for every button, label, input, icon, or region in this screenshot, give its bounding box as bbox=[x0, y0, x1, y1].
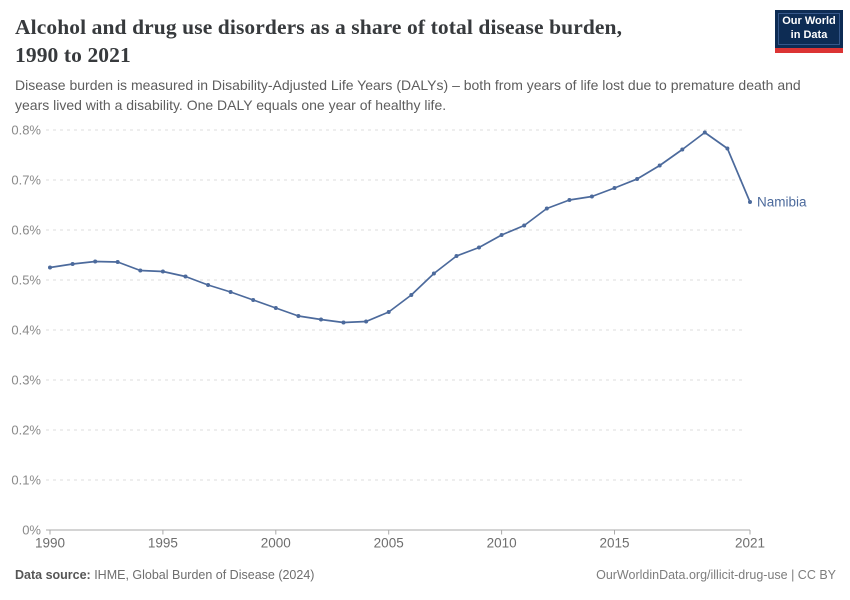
y-axis-tick-label: 0.1% bbox=[11, 473, 41, 488]
data-point[interactable] bbox=[48, 265, 52, 270]
data-source-value: IHME, Global Burden of Disease (2024) bbox=[90, 568, 315, 582]
data-point[interactable] bbox=[115, 260, 120, 264]
x-axis-tick-label: 2005 bbox=[374, 536, 404, 551]
owid-logo-line2: in Data bbox=[790, 29, 828, 41]
data-point[interactable] bbox=[522, 223, 527, 228]
data-point[interactable] bbox=[477, 245, 481, 250]
namibia-line-series[interactable] bbox=[49, 131, 751, 324]
data-point[interactable] bbox=[499, 233, 504, 237]
y-axis-tick-label: 0.5% bbox=[11, 273, 41, 288]
data-point[interactable] bbox=[612, 186, 617, 190]
title-line-2: 1990 to 2021 bbox=[15, 43, 131, 68]
owid-logo: Our World in Data bbox=[775, 10, 843, 53]
data-point[interactable] bbox=[725, 146, 730, 151]
data-point[interactable] bbox=[454, 254, 459, 258]
data-point[interactable] bbox=[702, 130, 707, 135]
owid-logo-line1: Our World bbox=[782, 15, 836, 28]
data-point[interactable] bbox=[138, 268, 143, 273]
data-point[interactable] bbox=[319, 317, 323, 322]
data-point[interactable] bbox=[680, 147, 685, 152]
data-point[interactable] bbox=[567, 198, 572, 202]
data-point[interactable] bbox=[364, 319, 369, 324]
data-point[interactable] bbox=[228, 290, 233, 294]
data-point[interactable] bbox=[635, 177, 640, 181]
data-point[interactable] bbox=[544, 206, 549, 211]
data-point[interactable] bbox=[386, 310, 391, 314]
data-point[interactable] bbox=[206, 283, 211, 287]
data-point[interactable] bbox=[296, 314, 301, 318]
data-point[interactable] bbox=[341, 320, 346, 325]
y-axis-tick-label: 0.6% bbox=[11, 223, 41, 238]
data-point[interactable] bbox=[431, 271, 436, 276]
x-axis-tick-label: 2021 bbox=[735, 536, 765, 551]
y-axis-tick-label: 0.8% bbox=[11, 123, 41, 138]
x-axis-tick-label: 1990 bbox=[35, 536, 65, 551]
series-label-namibia: Namibia bbox=[757, 195, 807, 210]
page-title: Alcohol and drug use disorders as a shar… bbox=[15, 13, 763, 70]
y-axis-tick-label: 0.7% bbox=[11, 173, 41, 188]
data-point[interactable] bbox=[589, 194, 594, 199]
data-point[interactable] bbox=[70, 262, 75, 266]
y-axis-tick-label: 0% bbox=[22, 523, 41, 538]
data-source-note: Data source: IHME, Global Burden of Dise… bbox=[15, 568, 314, 582]
x-axis-tick-label: 2010 bbox=[487, 536, 517, 551]
owid-url-license: OurWorldinData.org/illicit-drug-use | CC… bbox=[596, 568, 836, 582]
data-point[interactable] bbox=[748, 200, 752, 204]
data-point[interactable] bbox=[409, 293, 414, 297]
data-point[interactable] bbox=[160, 269, 165, 274]
x-axis-tick-label: 2000 bbox=[261, 536, 291, 551]
data-point[interactable] bbox=[93, 259, 98, 264]
data-point[interactable] bbox=[183, 274, 188, 279]
title-line-1: Alcohol and drug use disorders as a shar… bbox=[15, 15, 623, 39]
x-axis-tick-label: 2015 bbox=[599, 536, 629, 551]
chart-subtitle: Disease burden is measured in Disability… bbox=[15, 77, 801, 113]
data-source-label: Data source: bbox=[15, 568, 91, 582]
data-point[interactable] bbox=[273, 306, 278, 310]
data-point[interactable] bbox=[251, 298, 256, 302]
data-point[interactable] bbox=[657, 163, 662, 168]
x-axis-tick-label: 1995 bbox=[148, 536, 178, 551]
y-axis-tick-label: 0.3% bbox=[11, 373, 41, 388]
y-axis-tick-label: 0.2% bbox=[11, 423, 41, 438]
y-axis-tick-label: 0.4% bbox=[11, 323, 41, 338]
